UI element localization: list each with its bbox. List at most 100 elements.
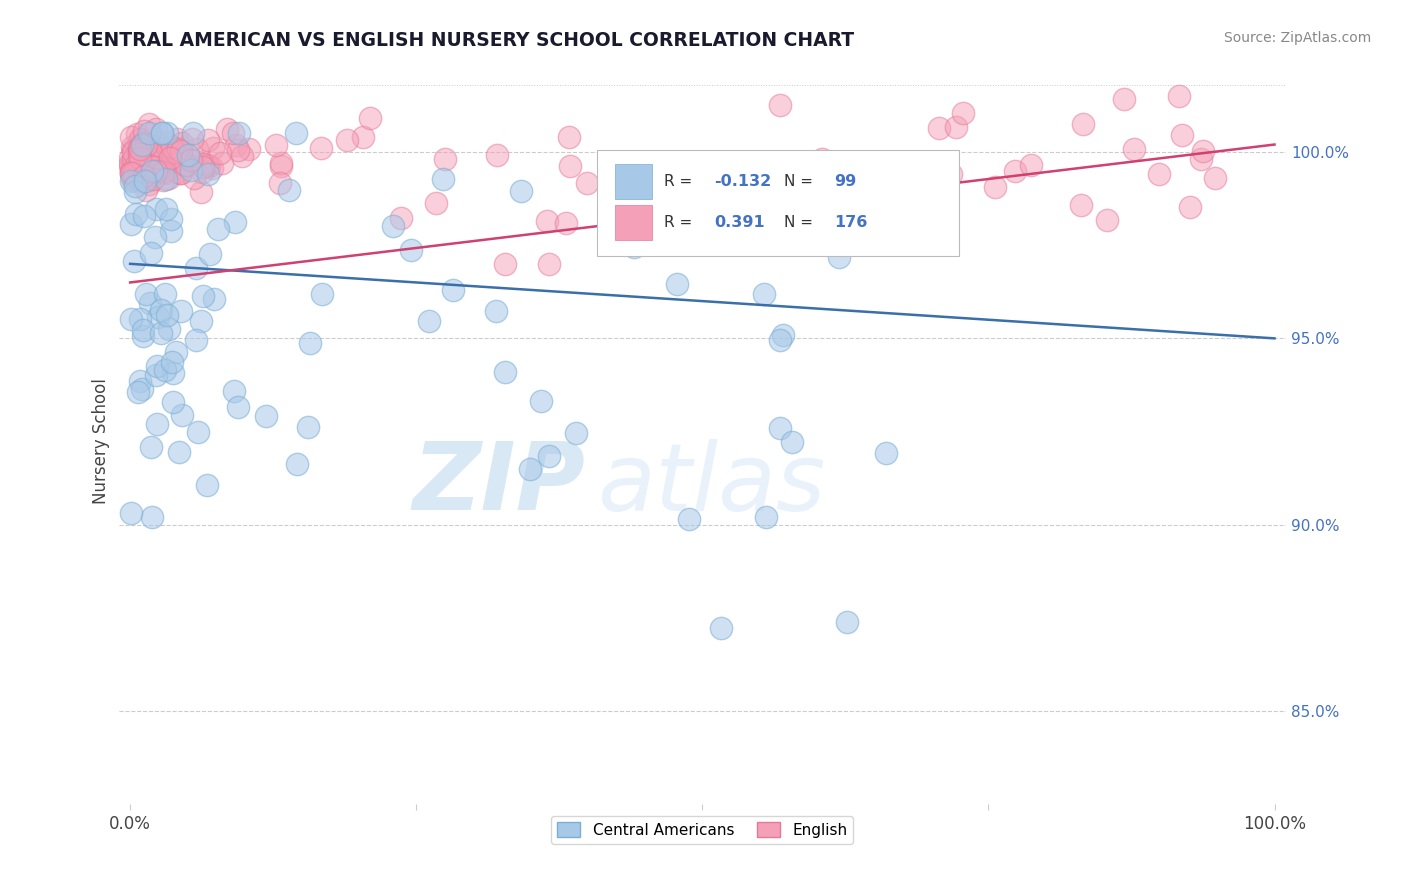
Point bbox=[162, 395, 184, 409]
Point bbox=[121, 166, 143, 180]
Point bbox=[131, 138, 153, 153]
Point bbox=[129, 132, 152, 146]
Point bbox=[156, 136, 179, 150]
Point bbox=[149, 303, 172, 318]
Point bbox=[156, 308, 179, 322]
Point bbox=[555, 216, 578, 230]
Point bbox=[1123, 143, 1146, 157]
Point bbox=[183, 126, 205, 140]
Point bbox=[142, 160, 165, 174]
Point bbox=[146, 151, 169, 165]
Point bbox=[191, 160, 214, 174]
Point bbox=[202, 292, 225, 306]
Text: ZIP: ZIP bbox=[413, 439, 585, 531]
Point bbox=[128, 158, 150, 172]
Point bbox=[984, 180, 1007, 194]
Point bbox=[127, 172, 149, 186]
Point bbox=[336, 133, 359, 147]
Point bbox=[157, 151, 180, 165]
Text: N =: N = bbox=[785, 174, 818, 189]
Point bbox=[125, 207, 148, 221]
Point bbox=[270, 156, 292, 170]
Point bbox=[197, 478, 219, 492]
Point bbox=[132, 136, 155, 150]
Point bbox=[170, 166, 193, 180]
Point bbox=[152, 172, 174, 186]
Point bbox=[131, 175, 153, 189]
Point bbox=[135, 138, 157, 153]
Point bbox=[174, 158, 197, 172]
Point bbox=[121, 166, 143, 180]
Text: R =: R = bbox=[664, 174, 697, 189]
Point bbox=[270, 160, 292, 174]
Point bbox=[160, 224, 183, 238]
Point bbox=[129, 312, 152, 326]
Point bbox=[299, 336, 322, 351]
Point bbox=[167, 142, 190, 156]
Point bbox=[1097, 213, 1119, 227]
Point bbox=[309, 141, 332, 155]
Point bbox=[122, 160, 145, 174]
Point bbox=[665, 187, 688, 202]
Point bbox=[148, 138, 170, 153]
Point bbox=[575, 177, 598, 191]
Point bbox=[141, 146, 163, 161]
Point bbox=[159, 149, 181, 163]
Point bbox=[121, 171, 143, 186]
Point bbox=[136, 161, 159, 176]
Text: 0.391: 0.391 bbox=[714, 215, 765, 230]
Point bbox=[565, 426, 588, 441]
Point bbox=[124, 178, 146, 193]
Point bbox=[120, 312, 142, 326]
Point bbox=[519, 462, 541, 476]
Point bbox=[800, 208, 823, 222]
Bar bbox=[614, 205, 652, 240]
Point bbox=[170, 304, 193, 318]
Point bbox=[711, 169, 734, 183]
Point bbox=[141, 246, 163, 260]
Point bbox=[389, 211, 412, 226]
Point bbox=[1070, 198, 1092, 212]
Point bbox=[136, 150, 159, 164]
Point bbox=[141, 138, 163, 153]
Point bbox=[536, 214, 558, 228]
Point bbox=[226, 401, 249, 415]
Point bbox=[359, 111, 381, 125]
Point bbox=[148, 133, 170, 147]
Point bbox=[1171, 128, 1194, 142]
Point bbox=[122, 143, 145, 157]
Point bbox=[485, 148, 508, 162]
Point bbox=[120, 164, 142, 178]
Point bbox=[127, 127, 149, 141]
Point bbox=[198, 160, 221, 174]
Point bbox=[772, 327, 794, 342]
Point bbox=[131, 382, 153, 396]
Point bbox=[153, 157, 176, 171]
Point bbox=[215, 122, 238, 136]
Point bbox=[769, 421, 792, 435]
Point bbox=[129, 374, 152, 388]
Point bbox=[837, 615, 859, 629]
Point bbox=[1189, 153, 1212, 167]
Point bbox=[494, 257, 516, 271]
Point bbox=[128, 143, 150, 157]
Point bbox=[131, 136, 153, 150]
Point bbox=[141, 441, 163, 455]
Point bbox=[120, 130, 142, 145]
Point bbox=[865, 157, 887, 171]
Point bbox=[162, 366, 184, 380]
Point bbox=[155, 166, 177, 180]
Point bbox=[187, 425, 209, 440]
Point bbox=[146, 310, 169, 324]
Point bbox=[197, 133, 219, 147]
Point bbox=[441, 283, 464, 297]
Point bbox=[135, 286, 157, 301]
Point bbox=[752, 286, 775, 301]
Point bbox=[780, 434, 803, 449]
Point bbox=[155, 147, 177, 161]
Point bbox=[122, 151, 145, 165]
Point bbox=[138, 296, 160, 310]
Point bbox=[254, 409, 277, 423]
Point bbox=[128, 147, 150, 161]
Point bbox=[134, 145, 156, 159]
